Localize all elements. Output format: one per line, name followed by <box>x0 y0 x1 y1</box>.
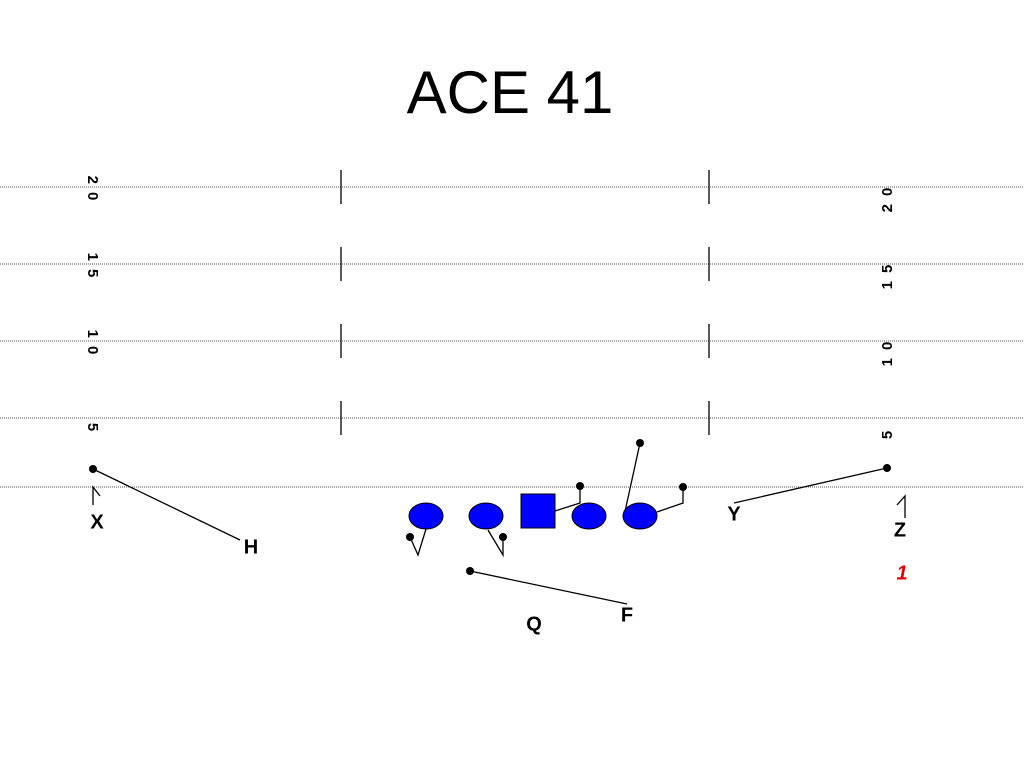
player-label: Z <box>894 519 906 541</box>
yard-number: 10 <box>879 334 896 367</box>
motion-mark <box>92 485 101 505</box>
route-dot <box>466 567 474 575</box>
yard-number: 10 <box>84 330 101 363</box>
route <box>487 529 504 558</box>
yard-number: 20 <box>879 180 896 213</box>
route <box>409 528 427 557</box>
yard-number: 5 <box>84 423 101 439</box>
player-label: H <box>244 536 258 558</box>
route-dot <box>679 483 687 491</box>
route <box>623 442 641 517</box>
linemen <box>408 493 658 530</box>
player-label: Q <box>526 613 542 635</box>
player-label: F <box>621 604 633 626</box>
yard-number: 20 <box>84 176 101 209</box>
lineman <box>622 502 658 530</box>
route-dot <box>89 465 97 473</box>
route <box>469 570 628 605</box>
route-dot <box>499 533 507 541</box>
yard-numbers: 20 15 10 5 20 15 10 5 <box>84 176 896 440</box>
route-dot <box>576 482 584 490</box>
route <box>733 467 888 504</box>
motion-mark <box>896 494 906 518</box>
player-label: Y <box>727 503 741 525</box>
title: ACE 41 <box>407 59 614 126</box>
yard-number: 15 <box>84 253 101 286</box>
center <box>520 493 556 529</box>
route <box>554 486 581 512</box>
yard-number: 15 <box>879 257 896 290</box>
lineman <box>571 502 607 530</box>
player-label: X <box>90 511 104 533</box>
player-labels: X H Y Z Q F 1 <box>90 503 907 635</box>
lineman <box>468 502 504 530</box>
routes <box>89 439 906 605</box>
field-lines <box>0 170 1024 488</box>
play-number: 1 <box>896 562 907 584</box>
route <box>656 487 684 513</box>
lineman <box>408 502 444 530</box>
route-dot <box>636 439 644 447</box>
route-dot <box>406 533 414 541</box>
route-dot <box>883 464 891 472</box>
route <box>92 468 241 541</box>
yard-number: 5 <box>879 423 896 439</box>
